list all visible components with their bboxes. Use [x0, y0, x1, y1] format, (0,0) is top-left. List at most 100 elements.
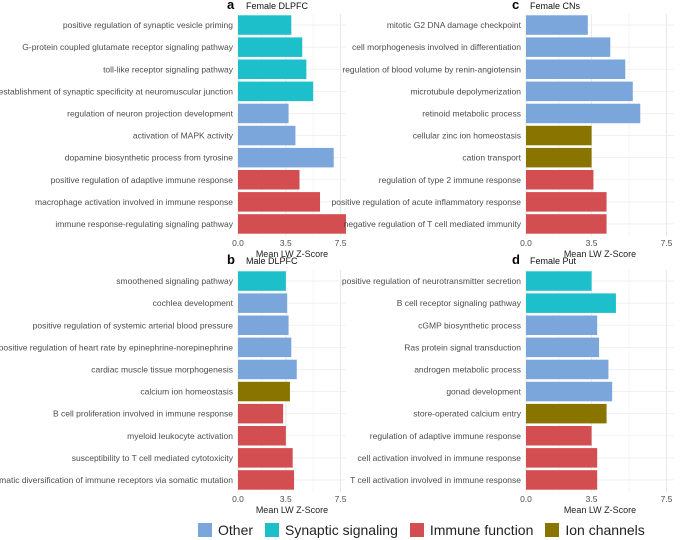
bar-mitotic-g2-dna-damage-checkpoint	[526, 15, 588, 35]
panel-title: Male DLPFC	[246, 256, 298, 266]
bar-cation-transport	[526, 147, 592, 168]
category-label: toll-like receptor signaling pathway	[103, 64, 234, 74]
category-label: B cell proliferation involved in immune …	[53, 409, 233, 419]
category-label: cardiac muscle tissue morphogenesis	[91, 364, 233, 374]
x-tick-label: 7.5	[661, 238, 673, 248]
category-label: establishment of synaptic specificity at…	[0, 86, 233, 96]
legend-label-other: Other	[218, 522, 254, 538]
bar-store-operated-calcium-entry	[526, 403, 607, 424]
category-label: positive regulation of acute inflammator…	[332, 197, 522, 207]
bar-cardiac-muscle-tissue-morphogenesis	[238, 359, 297, 380]
bar-gonad-development	[526, 381, 613, 402]
bar-susceptibility-to-t-cell-mediated-cytotoxicity	[238, 448, 293, 468]
category-label: androgen metabolic process	[414, 364, 521, 374]
panel-c: mitotic G2 DNA damage checkpoint cell mor…	[332, 0, 674, 259]
category-label: dopamine biosynthetic process from tyros…	[65, 153, 233, 163]
bar-regulation-of-blood-volume-by-renin-angiotensin	[526, 59, 626, 79]
panel-a: positive regulation of synaptic vesicle …	[0, 0, 347, 259]
bar-establishment-of-synaptic-specificity-at-neuromuscular-junction	[238, 81, 314, 102]
bar-cgmp-biosynthetic-process	[526, 315, 598, 335]
bar-regulation-of-adaptive-immune-response	[526, 426, 592, 446]
category-label: susceptibility to T cell mediated cytoto…	[72, 453, 234, 463]
category-label: negative regulation of T cell mediated i…	[344, 219, 522, 229]
category-label: cation transport	[462, 153, 521, 163]
category-label: macrophage activation involved in immune…	[35, 197, 233, 207]
x-tick-label: 7.5	[335, 494, 347, 504]
panel-d: positive regulation of neurotransmitter …	[342, 252, 674, 515]
category-label: calcium ion homeostasis	[140, 387, 233, 397]
category-label: regulation of neuron projection developm…	[67, 108, 234, 118]
x-tick-label: 3.5	[280, 494, 292, 504]
bar-calcium-ion-homeostasis	[238, 381, 290, 402]
category-label: somatic diversification of immune recept…	[0, 475, 233, 485]
category-label: positive regulation of neurotransmitter …	[342, 276, 521, 286]
bar-b-cell-proliferation-involved-in-immune-response	[238, 403, 284, 424]
bar-positive-regulation-of-acute-inflammatory-response	[526, 192, 607, 212]
panel-letter: d	[512, 252, 520, 267]
bar-ras-protein-signal-transduction	[526, 337, 600, 358]
bar-somatic-diversification-of-immune-receptors-via-somatic-mutation	[238, 470, 295, 490]
legend-swatch-ion-channels	[545, 523, 560, 537]
bar-negative-regulation-of-t-cell-mediated-immunity	[526, 214, 607, 234]
bar-regulation-of-type-2-immune-response	[526, 170, 594, 190]
bar-myeloid-leukocyte-activation	[238, 426, 286, 446]
bar-cell-activation-involved-in-immune-response	[526, 448, 598, 468]
legend-item-immune-function: Immune function	[409, 522, 533, 538]
panel-letter: a	[227, 0, 235, 12]
x-tick-label: 0.0	[520, 494, 532, 504]
bar-cell-morphogenesis-involved-in-differentiation	[526, 37, 611, 57]
bar-positive-regulation-of-systemic-arterial-blood-pressure	[238, 315, 289, 335]
category-label: cochlea development	[153, 298, 234, 308]
bar-androgen-metabolic-process	[526, 359, 609, 380]
x-tick-label: 7.5	[335, 238, 347, 248]
category-label: positive regulation of heart rate by epi…	[0, 342, 233, 352]
category-label: gonad development	[446, 387, 521, 397]
category-label: positive regulation of adaptive immune r…	[51, 175, 234, 185]
category-label: G-protein coupled glutamate receptor sig…	[22, 42, 233, 52]
category-label: cGMP biosynthetic process	[418, 320, 521, 330]
category-label: cell morphogenesis involved in different…	[352, 42, 521, 52]
x-axis-title: Mean LW Z-Score	[564, 249, 636, 259]
bar-dopamine-biosynthetic-process-from-tyrosine	[238, 147, 334, 168]
bar-cellular-zinc-ion-homeostasis	[526, 125, 592, 146]
x-axis-title: Mean LW Z-Score	[256, 249, 328, 259]
category-label: myeloid leukocyte activation	[127, 431, 233, 441]
category-label: regulation of adaptive immune response	[370, 431, 521, 441]
bar-positive-regulation-of-synaptic-vesicle-priming	[238, 15, 292, 35]
panel-title: Female CNs	[530, 1, 581, 11]
legend: Other Synaptic signaling Immune function…	[198, 520, 657, 540]
category-label: activation of MAPK activity	[133, 131, 234, 141]
legend-swatch-other	[198, 523, 212, 537]
bar-b-cell-receptor-signaling-pathway	[526, 293, 616, 313]
category-label: mitotic G2 DNA damage checkpoint	[387, 20, 522, 30]
category-label: positive regulation of synaptic vesicle …	[63, 20, 233, 30]
legend-label-ion-channels: Ion channels	[565, 522, 645, 538]
category-label: microtubule depolymerization	[410, 86, 521, 96]
category-label: retinoid metabolic process	[422, 108, 521, 118]
bar-macrophage-activation-involved-in-immune-response	[238, 192, 321, 212]
category-label: regulation of blood volume by renin-angi…	[342, 64, 521, 74]
bar-positive-regulation-of-heart-rate-by-epinephrine-norepinephrine	[238, 337, 292, 358]
category-label: smoothened signaling pathway	[116, 276, 233, 286]
legend-swatch-synaptic-signaling	[265, 523, 280, 537]
panel-letter: b	[227, 252, 235, 267]
category-label: Ras protein signal transduction	[404, 342, 521, 352]
bar-regulation-of-neuron-projection-development	[238, 103, 289, 124]
chart-panels: positive regulation of synaptic vesicle …	[0, 0, 674, 515]
x-tick-label: 3.5	[586, 238, 598, 248]
legend-item-ion-channels: Ion channels	[545, 522, 645, 538]
bar-positive-regulation-of-neurotransmitter-secretion	[526, 271, 592, 291]
category-label: regulation of type 2 immune response	[379, 175, 521, 185]
x-tick-label: 0.0	[232, 494, 244, 504]
panel-letter: c	[512, 0, 519, 12]
legend-item-other: Other	[198, 522, 253, 538]
bar-retinoid-metabolic-process	[526, 103, 641, 124]
x-axis-title: Mean LW Z-Score	[564, 505, 636, 515]
category-label: T cell activation involved in immune res…	[350, 475, 521, 485]
panel-b: smoothened signaling pathway cochlea deve…	[0, 252, 347, 515]
category-label: immune response-regulating signaling pat…	[55, 219, 233, 229]
x-tick-label: 0.0	[232, 238, 244, 248]
category-label: cellular zinc ion homeostasis	[413, 131, 521, 141]
legend-swatch-immune-function	[409, 523, 424, 537]
